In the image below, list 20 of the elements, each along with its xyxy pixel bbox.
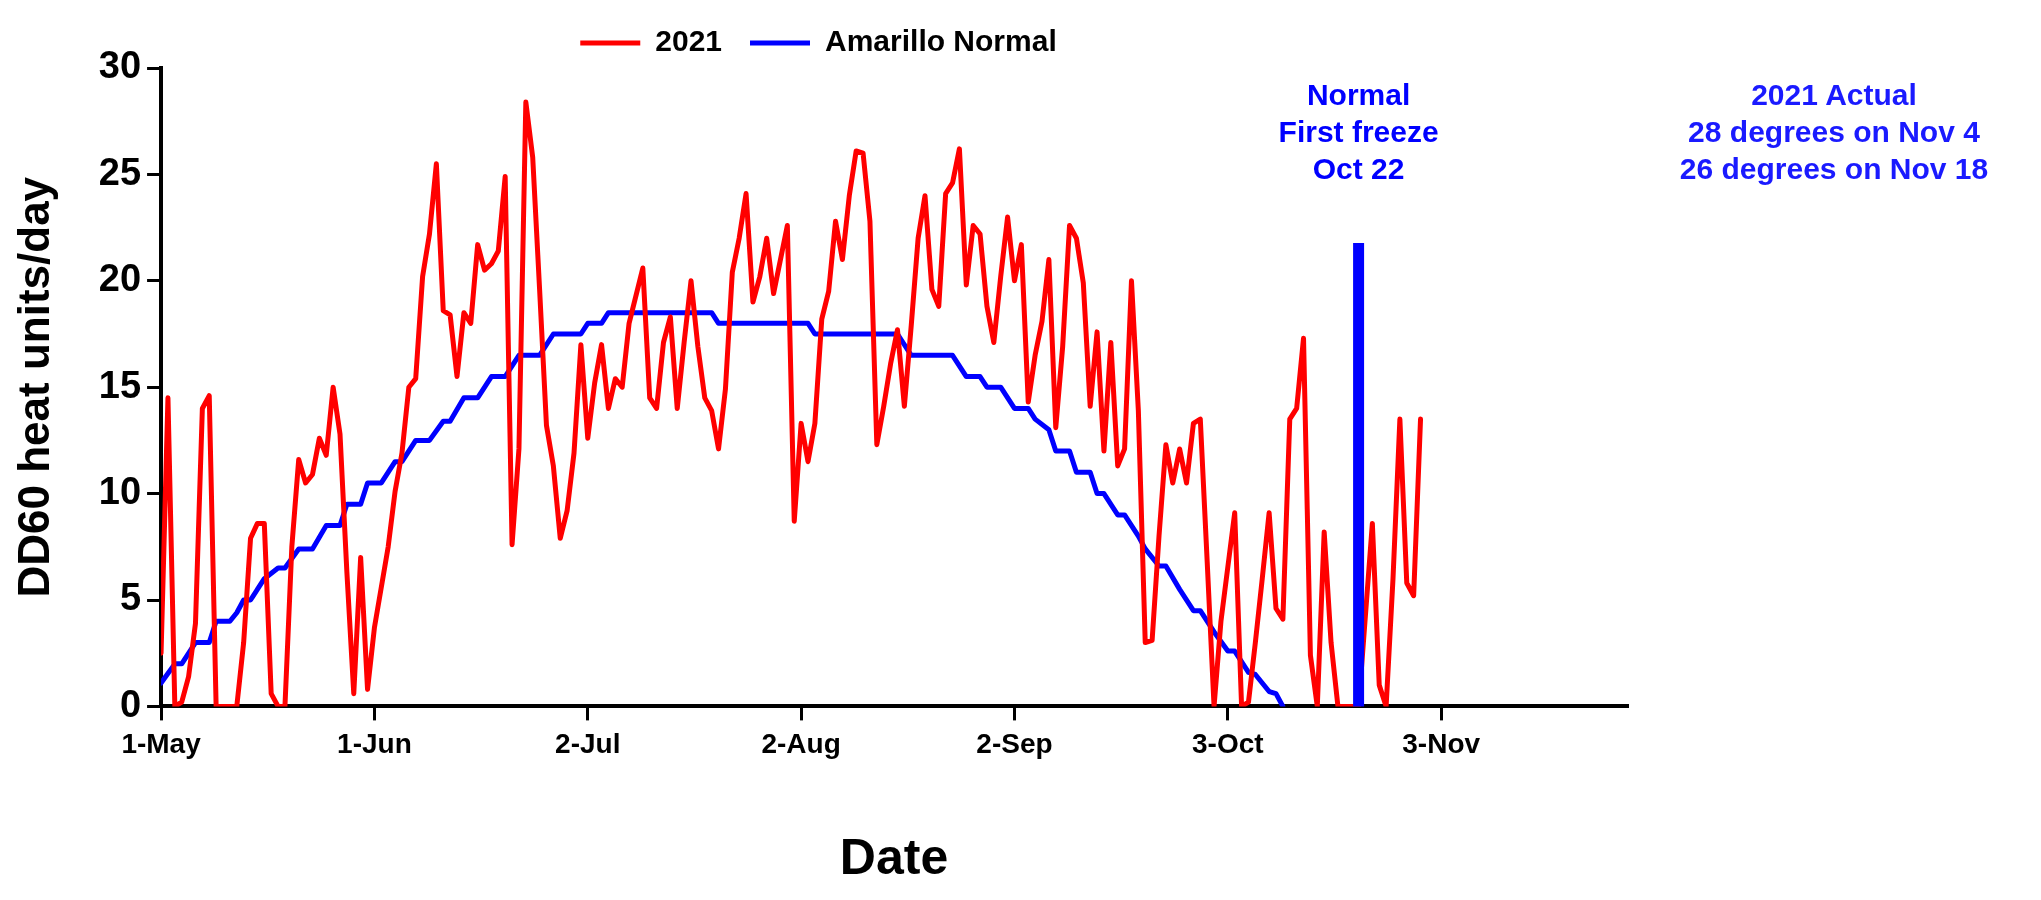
ref-line-label: Normal First freeze Oct 22 (1278, 78, 1439, 186)
x-tick-label: 3-Oct (1192, 727, 1264, 759)
text: 2021 Actual 28 degrees on Nov 4 26 degrees on Nov 18 (1679, 78, 1989, 186)
legend-label: Amarillo Normal (825, 24, 1057, 58)
x-tick-label: 2-Sep (976, 727, 1053, 759)
x-tick-label: 1-Jun (337, 727, 412, 759)
x-tick-label: 3-Nov (1402, 727, 1481, 759)
y-tick-label: 10 (98, 470, 142, 513)
x-tick-label: 2-Jul (555, 727, 621, 759)
x-axis-title: Date (839, 828, 949, 885)
y-tick-label: 20 (98, 257, 142, 300)
x-tick-label: 2-Aug (761, 727, 841, 759)
y-tick-label: 0 (119, 682, 142, 725)
y-tick-label: 30 (98, 44, 142, 87)
y-tick-label: 15 (98, 363, 142, 406)
legend-label: 2021 (655, 24, 723, 58)
y-tick-label: 25 (98, 150, 142, 193)
y-tick-label: 5 (119, 576, 142, 619)
y-axis-title: DD60 heat units/day (8, 176, 58, 598)
x-tick-label: 1-May (121, 727, 202, 759)
